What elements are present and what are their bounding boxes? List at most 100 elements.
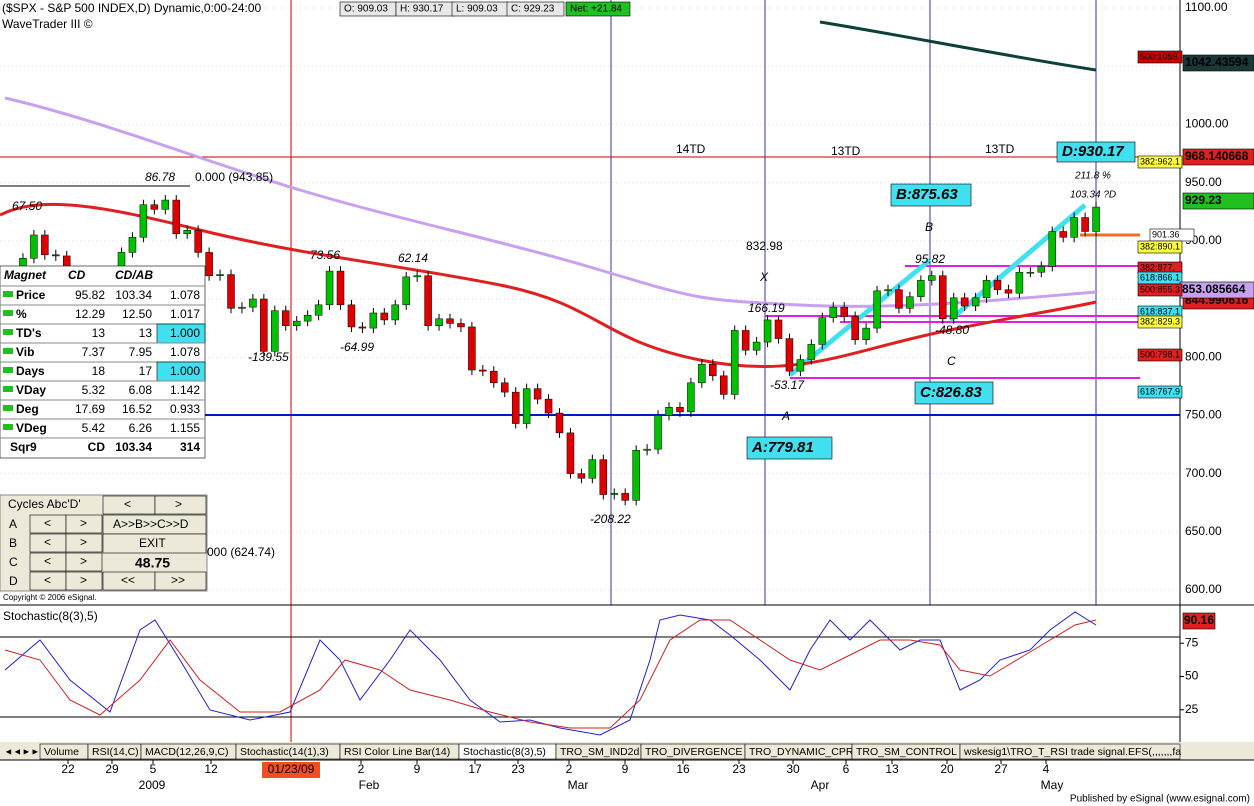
- button-label[interactable]: <: [44, 535, 51, 549]
- quote: L: 909.03: [456, 4, 498, 15]
- price-label-text: 618:767.9: [1140, 386, 1180, 396]
- tab-label[interactable]: TRO_SM_IND2d: [560, 746, 640, 758]
- y-tick-label: 25: [1185, 702, 1199, 716]
- tab-label[interactable]: TRO_SM_CONTROL: [856, 746, 957, 758]
- month-label: Apr: [811, 778, 830, 792]
- tab-label[interactable]: MACD(12,26,9,C): [145, 746, 228, 758]
- button-label[interactable]: >: [80, 573, 87, 587]
- x-tick-label: 17: [468, 762, 482, 776]
- button[interactable]: [65, 533, 103, 553]
- table-cell: 1.000: [170, 364, 200, 378]
- x-tick-label: 27: [994, 762, 1008, 776]
- candle: [1026, 271, 1035, 274]
- button[interactable]: [65, 571, 103, 591]
- tab-label[interactable]: RSI(14,C): [92, 746, 139, 758]
- value-text: 90.16: [1184, 613, 1214, 627]
- tab-label[interactable]: TRO_DYNAMIC_CPR: [749, 746, 854, 758]
- price-label-text: 853.085664: [1182, 282, 1246, 296]
- annotation: -53.17: [770, 378, 805, 392]
- button-label[interactable]: <: [44, 554, 51, 568]
- point-box: [914, 381, 994, 405]
- table-header: CD: [68, 268, 86, 282]
- button-label[interactable]: <: [44, 573, 51, 587]
- copyright: Copyright © 2006 eSignal.: [3, 593, 97, 602]
- tab-label[interactable]: Volume: [44, 746, 79, 758]
- button-label[interactable]: >: [80, 535, 87, 549]
- annotation: A:779.81: [751, 439, 814, 456]
- tab-label[interactable]: RSI Color Line Bar(14): [344, 746, 450, 758]
- table-cell: TD's: [16, 326, 42, 340]
- tab-label[interactable]: wskesig1\TRO_T_RSI trade signal.EFS(,,,,…: [963, 746, 1181, 758]
- tab-label[interactable]: Stochastic(14(1),3): [240, 746, 329, 758]
- annotation: 73.56: [310, 248, 340, 262]
- annotation: 0.000 (943.85): [195, 170, 273, 184]
- candle: [292, 320, 301, 327]
- button[interactable]: [65, 552, 103, 572]
- button-label[interactable]: >>: [171, 573, 185, 587]
- candle: [161, 199, 170, 210]
- table-cell: 12.29: [75, 307, 105, 321]
- price-label-text: 618:866.1: [1140, 272, 1180, 282]
- button-label[interactable]: A>>B>>C>>D: [113, 517, 189, 531]
- quote: C: 929.23: [511, 4, 555, 15]
- candle: [632, 450, 640, 501]
- annotation: 13TD: [985, 142, 1015, 156]
- candle: [435, 318, 443, 327]
- point-box: [890, 183, 972, 207]
- quote-box: [565, 1, 631, 17]
- candle: [150, 204, 159, 210]
- button[interactable]: [154, 495, 207, 515]
- candle: [566, 432, 575, 474]
- y-tick-label: 700.00: [1185, 466, 1222, 480]
- button[interactable]: [102, 533, 207, 554]
- table-cell: Days: [16, 364, 45, 378]
- candle: [709, 363, 717, 377]
- nav-arrows: ◄◄►►: [4, 746, 40, 756]
- price-label: [1137, 348, 1183, 362]
- candle: [1070, 217, 1078, 238]
- row-icon: [3, 310, 13, 316]
- point-box: [746, 436, 833, 460]
- button[interactable]: [154, 571, 207, 591]
- value-label: [1182, 612, 1216, 630]
- price-label-text: 968.140668: [1185, 149, 1249, 163]
- candle: [501, 382, 509, 393]
- tab-label[interactable]: Stochastic(8(3),5): [463, 746, 546, 758]
- table-cell: 1.155: [170, 421, 200, 435]
- table-cell: Vib: [16, 345, 34, 359]
- candle: [1004, 289, 1013, 294]
- table-cell: 18: [92, 364, 106, 378]
- button-label[interactable]: <: [124, 497, 131, 511]
- tab-label[interactable]: TRO_DIVERGENCE: [645, 746, 742, 758]
- moving-average: [819, 20, 1097, 72]
- candle: [741, 330, 750, 351]
- candle: [982, 280, 991, 299]
- candle: [205, 252, 213, 276]
- table-cell: 7.37: [82, 345, 106, 359]
- button-label[interactable]: <<: [121, 573, 135, 587]
- x-tick-label: 30: [786, 762, 800, 776]
- button-label[interactable]: >: [175, 497, 182, 511]
- candle: [610, 493, 618, 495]
- annotation: B: [925, 220, 933, 234]
- table-cell: 13: [92, 326, 106, 340]
- button-label[interactable]: >: [80, 554, 87, 568]
- button-label[interactable]: <: [44, 516, 51, 530]
- x-tick-label: 4: [1043, 762, 1050, 776]
- annotation: B:875.63: [896, 186, 958, 203]
- candle: [325, 270, 334, 306]
- annotation: C: [947, 354, 956, 368]
- row-icon: [3, 329, 13, 335]
- price-label-text: 500:855.3: [1140, 284, 1180, 294]
- button-label[interactable]: EXIT: [139, 536, 166, 550]
- row-label: A: [9, 517, 17, 531]
- candle: [139, 204, 148, 238]
- button-label[interactable]: >: [80, 516, 87, 530]
- tab[interactable]: [959, 743, 1181, 760]
- candle: [533, 388, 542, 400]
- x-tick-label: 29: [105, 762, 119, 776]
- candle: [347, 304, 356, 328]
- table-cell: 103.34: [115, 288, 152, 302]
- button[interactable]: [65, 514, 103, 534]
